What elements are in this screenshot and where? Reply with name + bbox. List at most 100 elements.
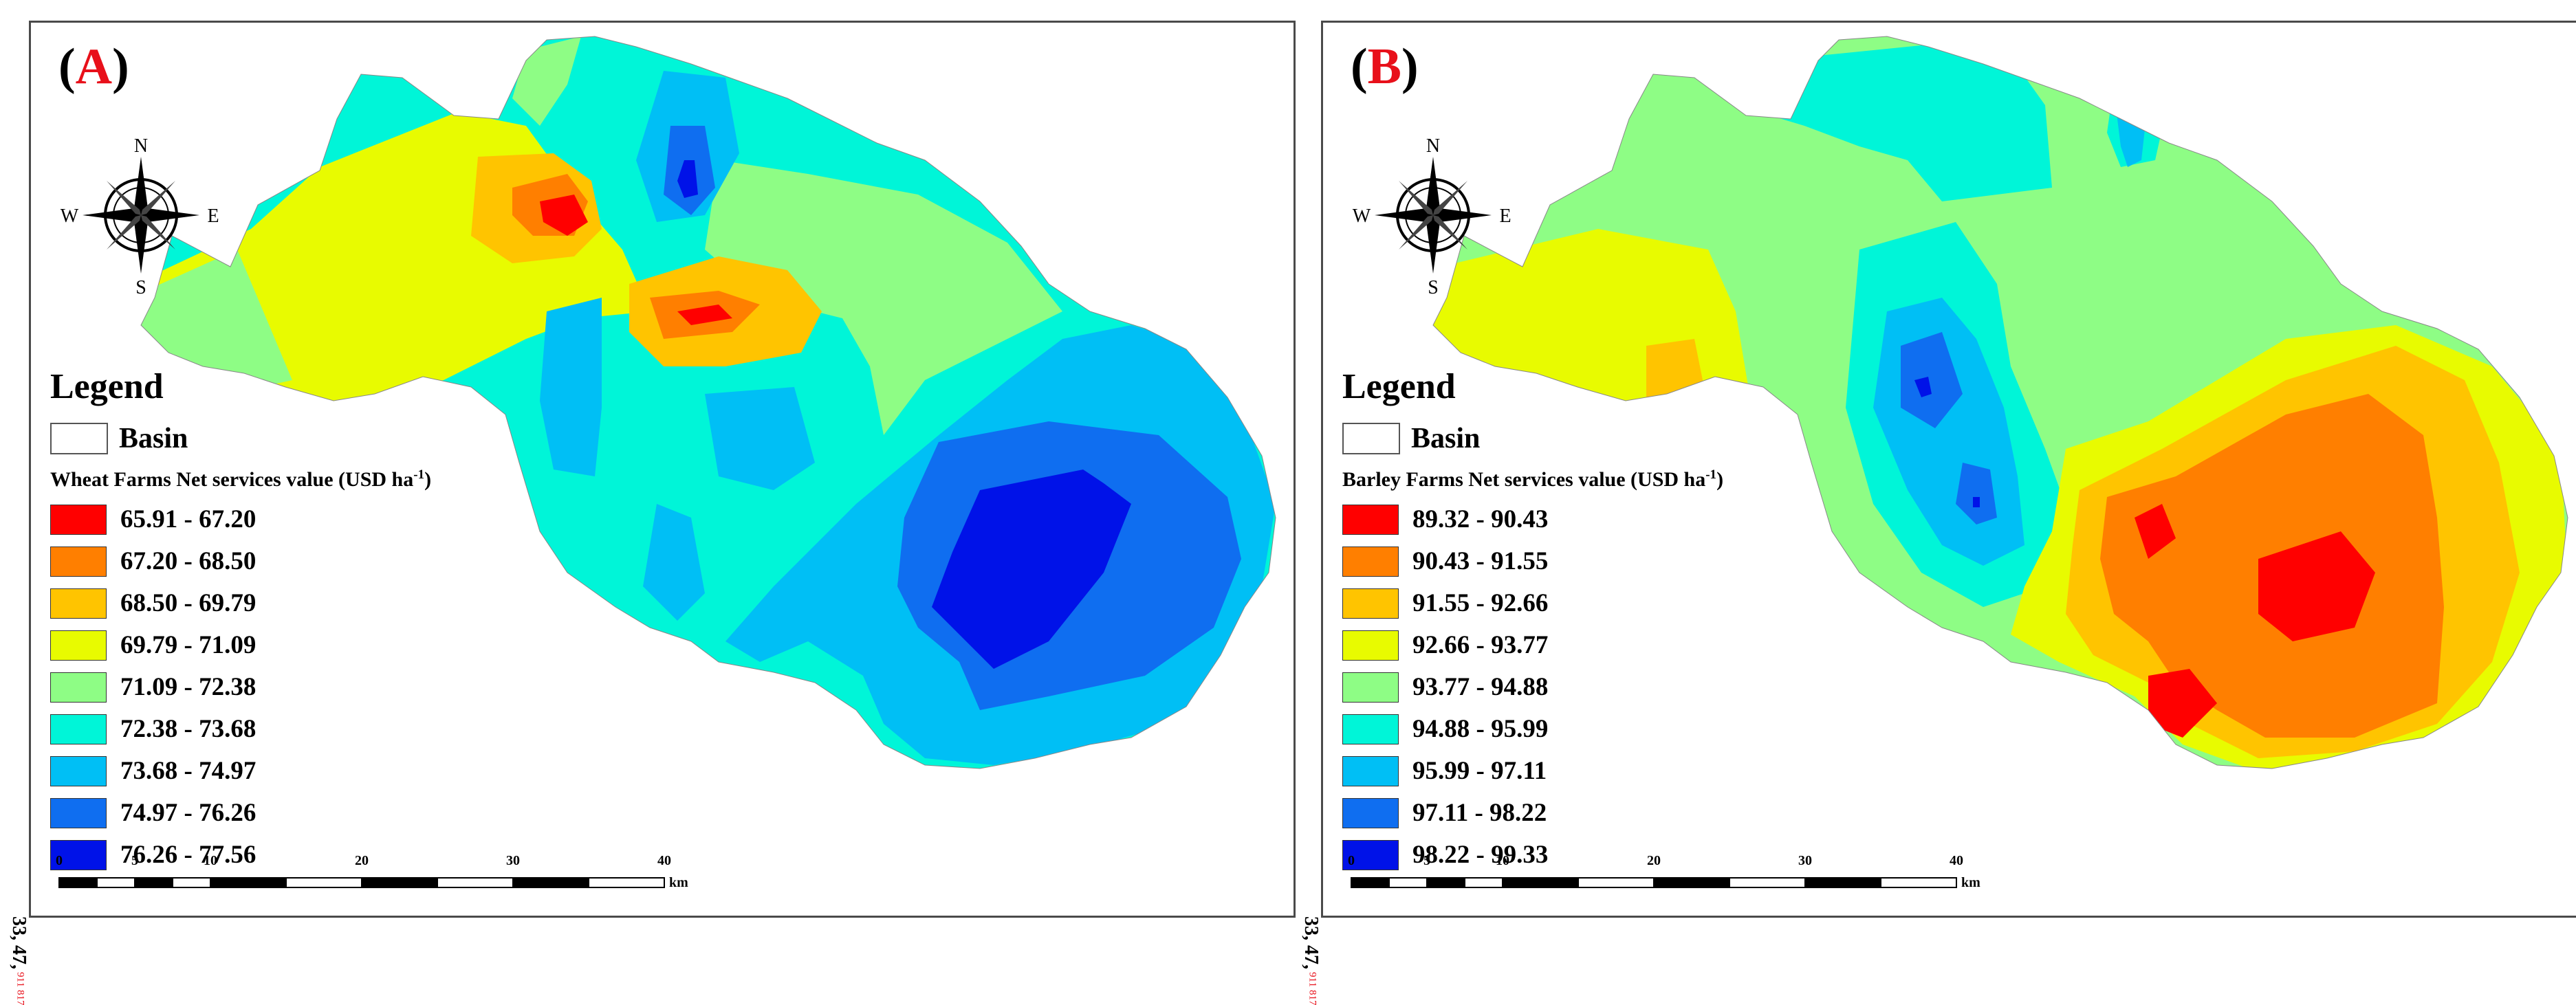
scale-bar-segment [1388, 877, 1428, 888]
legend-class-row: 67.20 - 68.50 [50, 540, 431, 582]
scale-bar-segment [58, 877, 98, 888]
compass-e: E [1499, 206, 1511, 227]
scale-bar-tick-label: 0 [1348, 853, 1355, 868]
scale-bar-segment [210, 877, 287, 888]
scale-bar-segment [1653, 877, 1730, 888]
scale-bar-segment [1426, 877, 1465, 888]
scale-bar-segment [96, 877, 135, 888]
scale-bar-tick-label: 40 [657, 853, 671, 868]
barley-value-map [1432, 36, 2568, 769]
scale-bar-unit: km [1961, 875, 1980, 890]
zone-71-09-72-38-east [705, 160, 1062, 435]
legend-class-label: 89.32 - 90.43 [1412, 505, 1549, 533]
compass-w: W [61, 206, 79, 227]
legend-subtitle: Barley Farms Net services value (USD ha-… [1342, 467, 1724, 491]
legend-class-row: 68.50 - 69.79 [50, 582, 431, 624]
compass-s: S [1428, 277, 1439, 298]
scale-bar-segment [1464, 877, 1503, 888]
map-panel-b: (B) N S W E Legend Basin Barley Farms Ne… [1300, 21, 2576, 1005]
legend-class-label: 93.77 - 94.88 [1412, 673, 1549, 701]
north-arrow-compass-icon: N S W E [61, 135, 219, 298]
scale-bar-tick-label: 40 [1950, 853, 1963, 868]
scale-bar-segment [172, 877, 211, 888]
scale-bar-tick-label: 5 [1423, 853, 1430, 868]
zone-98-22-99-33 [1914, 377, 1932, 397]
legend-class-row: 95.99 - 97.11 [1342, 750, 1723, 792]
legend-class-label: 97.11 - 98.22 [1412, 799, 1547, 827]
legend-class-swatch [1342, 797, 1399, 828]
zone-73-68-74-97-south [643, 504, 705, 621]
compass-s: S [135, 277, 146, 298]
scale-bar-segment [1502, 877, 1579, 888]
legend-class-row: 74.97 - 76.26 [50, 792, 431, 834]
basin-swatch [1342, 423, 1400, 454]
north-arrow-compass-icon: N S W E [1353, 135, 1511, 298]
scale-bar-segment [1578, 877, 1655, 888]
scale-bar-tick-label: 20 [1647, 853, 1661, 868]
legend: Legend Basin Barley Farms Net services v… [1342, 366, 1723, 876]
legend-basin-entry: Basin [50, 422, 431, 455]
coordinate-label: 33, 47, 911 817 [1300, 916, 1322, 1005]
panel-label: (B) [1351, 38, 1419, 95]
legend-class-row: 91.55 - 92.66 [1342, 582, 1723, 624]
legend-class-row: 90.43 - 91.55 [1342, 540, 1723, 582]
zone-71-09-72-38 [141, 250, 292, 408]
zone-89-32-90-43 [2135, 504, 2176, 559]
scale-bar-tick-label: 5 [131, 853, 138, 868]
legend-class-label: 73.68 - 74.97 [120, 757, 256, 785]
legend-class-list: 65.91 - 67.20 67.20 - 68.50 68.50 - 69.79 6… [50, 498, 431, 876]
legend-class-swatch [50, 630, 107, 661]
legend-title: Legend [1342, 367, 1456, 406]
legend-class-row: 71.09 - 72.38 [50, 666, 431, 708]
scale-bar-segment [134, 877, 173, 888]
legend-class-row: 97.11 - 98.22 [1342, 792, 1723, 834]
scale-bar-graphic [1351, 877, 1957, 888]
legend-class-row: 92.66 - 93.77 [1342, 624, 1723, 666]
legend-class-label: 71.09 - 72.38 [120, 673, 256, 701]
legend-class-swatch [1342, 588, 1399, 619]
map-panel-a: (A) N S W E Legend Basin Wheat Farms Net… [8, 21, 1296, 1005]
scale-bar-tick-label: 10 [1496, 853, 1509, 868]
panel-label: (A) [58, 38, 129, 95]
legend-class-row: 94.88 - 95.99 [1342, 708, 1723, 750]
legend-class-swatch [1342, 755, 1399, 786]
legend-class-row: 72.38 - 73.68 [50, 708, 431, 750]
legend-class-swatch [50, 546, 107, 577]
legend-class-swatch [50, 714, 107, 744]
compass-n: N [134, 135, 148, 157]
legend-class-swatch [1342, 714, 1399, 744]
legend-class-swatch [1342, 630, 1399, 661]
scale-bar-tick-label: 20 [355, 853, 369, 868]
legend-subtitle: Wheat Farms Net services value (USD ha-1… [50, 467, 432, 491]
legend-class-swatch [50, 839, 107, 870]
legend-class-swatch [50, 672, 107, 703]
legend-class-label: 95.99 - 97.11 [1412, 757, 1547, 785]
zone-97-11-98-22 [1901, 332, 1963, 428]
legend: Legend Basin Wheat Farms Net services va… [50, 366, 431, 876]
legend-class-label: 67.20 - 68.50 [120, 547, 256, 575]
basin-boundary [140, 36, 1276, 769]
basin-label: Basin [119, 423, 188, 454]
legend-class-swatch [1342, 504, 1399, 535]
legend-class-label: 72.38 - 73.68 [120, 715, 256, 743]
scale-bar-segment [512, 877, 589, 888]
scale-bar-segment [1880, 877, 1957, 888]
basin-label: Basin [1411, 423, 1481, 454]
legend-class-label: 94.88 - 95.99 [1412, 715, 1549, 743]
scale-bar-segment [1351, 877, 1390, 888]
legend-class-row: 93.77 - 94.88 [1342, 666, 1723, 708]
legend-class-label: 90.43 - 91.55 [1412, 547, 1549, 575]
zone-71-09-72-38-north [512, 36, 581, 126]
legend-class-list: 89.32 - 90.43 90.43 - 91.55 91.55 - 92.66 9… [1342, 498, 1723, 876]
zone-98-22-99-33-south [1973, 497, 1980, 507]
legend-class-row: 65.91 - 67.20 [50, 498, 431, 540]
legend-class-swatch [50, 504, 107, 535]
legend-class-swatch [1342, 672, 1399, 703]
basin-swatch [50, 423, 108, 454]
legend-class-row: 73.68 - 74.97 [50, 750, 431, 792]
legend-class-row: 69.79 - 71.09 [50, 624, 431, 666]
compass-n: N [1426, 135, 1440, 157]
legend-class-label: 74.97 - 76.26 [120, 799, 256, 827]
zone-89-32-90-43-south [2148, 669, 2217, 738]
coordinate-label: 33, 47, 911 817 [8, 916, 30, 1005]
